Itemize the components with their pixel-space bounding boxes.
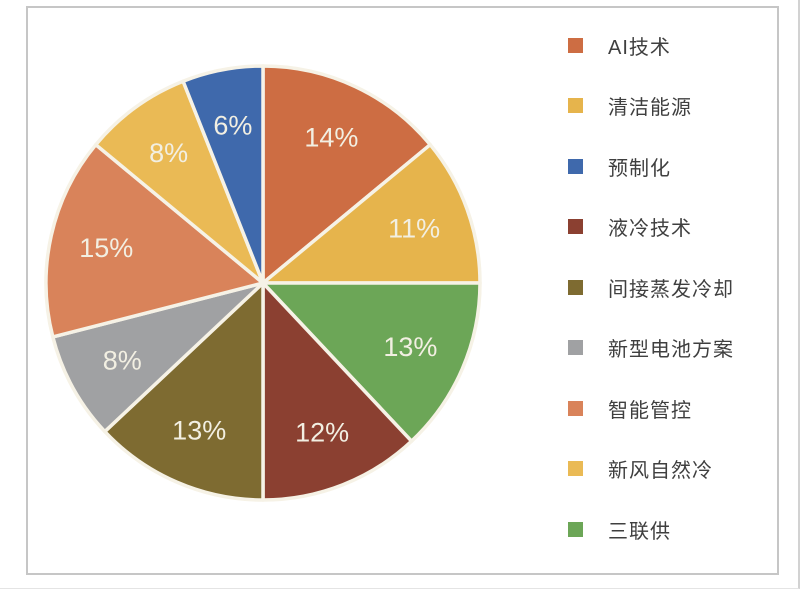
pie-slice-value-label-3: 12% — [295, 417, 349, 447]
legend-label: 液冷技术 — [608, 218, 692, 241]
legend-item-8: 三联供 — [568, 499, 734, 560]
legend-label: 三联供 — [608, 520, 671, 543]
legend-swatch-icon — [568, 37, 583, 53]
pie-slice-8 — [181, 64, 265, 285]
pie-slice-value-label-5: 8% — [103, 345, 142, 375]
legend-label: 间接蒸发冷却 — [608, 278, 734, 301]
legend-swatch-icon — [568, 219, 583, 235]
chart-legend: AI技术清洁能源预制化液冷技术间接蒸发冷却 新型电池方案 智能管控新风自然冷三联供 — [568, 15, 734, 560]
pie-slice-value-label-8: 6% — [213, 110, 252, 140]
pie-slice-0 — [261, 64, 432, 285]
legend-label: 新型电池方案 — [608, 339, 734, 362]
pie-slice-value-label-2: 13% — [383, 332, 437, 362]
pie-slice-1 — [261, 142, 482, 285]
pie-slice-5 — [51, 281, 265, 434]
legend-swatch-icon — [568, 340, 583, 356]
legend-item-3: 液冷技术 — [568, 197, 734, 258]
pie-slice-2 — [261, 281, 482, 443]
legend-swatch-icon — [568, 98, 583, 114]
legend-item-7: 新风自然冷 — [568, 439, 734, 500]
legend-item-2: 预制化 — [568, 136, 734, 197]
pie-slice-4 — [103, 281, 265, 502]
pie-slice-value-label-1: 11% — [388, 214, 440, 244]
legend-swatch-icon — [568, 400, 583, 416]
legend-item-5: 新型电池方案 — [568, 318, 734, 379]
pie-slice-value-label-0: 14% — [304, 123, 358, 153]
legend-item-4: 间接蒸发冷却 — [568, 257, 734, 318]
legend-label: 智能管控 — [608, 399, 692, 422]
legend-label: 新风自然冷 — [608, 460, 713, 483]
pie-slice-7 — [94, 79, 265, 285]
legend-swatch-icon — [568, 279, 583, 295]
pie-slice-value-label-7: 8% — [149, 138, 188, 168]
legend-item-1: 清洁能源 — [568, 76, 734, 137]
pie-slice-3 — [261, 281, 414, 502]
legend-swatch-icon — [568, 521, 583, 537]
legend-label: AI技术 — [608, 36, 671, 59]
legend-label: 预制化 — [608, 157, 671, 180]
legend-item-0: AI技术 — [568, 15, 734, 76]
legend-label: 清洁能源 — [608, 97, 692, 120]
pie-slice-value-label-6: 15% — [79, 233, 133, 263]
legend-swatch-icon — [568, 461, 583, 477]
pie-slice-6 — [44, 142, 265, 339]
legend-swatch-icon — [568, 158, 583, 174]
legend-item-6: 智能管控 — [568, 378, 734, 439]
pie-slice-value-label-4: 13% — [172, 415, 226, 445]
